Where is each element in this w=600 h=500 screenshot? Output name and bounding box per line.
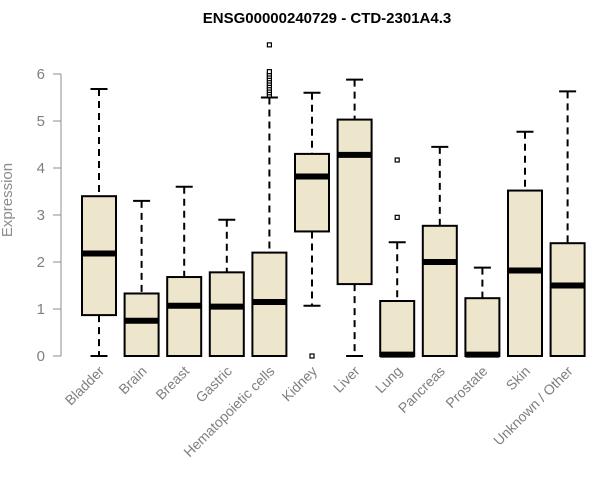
y-axis: 0 1 2 3 4 5 6 — [37, 66, 62, 365]
box-11 — [549, 90, 586, 357]
x-tick-label: Kidney — [279, 363, 321, 405]
y-tick-label: 1 — [37, 301, 45, 318]
x-tick-label: Lung — [372, 363, 405, 396]
box-8 — [421, 145, 458, 357]
outlier-point — [266, 42, 272, 48]
x-tick-label: Liver — [330, 363, 363, 396]
box-body — [294, 152, 330, 233]
y-axis-label: Expression — [0, 163, 16, 237]
box-body — [123, 292, 160, 357]
outlier-point — [394, 214, 400, 220]
x-tick-label: Unknown / Other — [490, 363, 576, 449]
x-tick-label: Skin — [503, 363, 534, 394]
box-body — [336, 118, 373, 286]
box-body — [208, 271, 245, 357]
x-tick-label: Gastric — [192, 363, 235, 406]
outlier-point — [266, 69, 272, 75]
x-tick-label: Prostate — [442, 363, 490, 411]
box-body — [166, 276, 203, 358]
box-body — [464, 297, 501, 358]
y-tick-label: 6 — [37, 66, 45, 83]
box-body — [421, 224, 458, 357]
box-body — [379, 300, 416, 358]
y-tick-label: 3 — [37, 207, 45, 224]
box-4 — [251, 42, 288, 358]
box-5 — [294, 91, 330, 359]
y-tick-label: 5 — [37, 113, 45, 130]
box-9 — [464, 266, 501, 358]
outlier-point — [309, 353, 315, 359]
chart-title: ENSG00000240729 - CTD-2301A4.3 — [203, 10, 451, 27]
box-7 — [379, 157, 416, 358]
y-tick-label: 0 — [37, 348, 45, 365]
box-3 — [208, 218, 245, 357]
x-tick-label: Bladder — [62, 363, 108, 409]
x-tick-label: Pancreas — [395, 363, 448, 416]
box-0 — [81, 88, 117, 357]
box-1 — [123, 199, 160, 357]
y-tick-label: 2 — [37, 254, 45, 271]
box-series — [81, 42, 586, 359]
x-tick-label: Brain — [115, 363, 149, 397]
outlier-point — [394, 157, 400, 163]
y-tick-label: 4 — [37, 160, 45, 177]
box-6 — [336, 78, 373, 357]
x-tick-label: Breast — [152, 363, 192, 403]
box-body — [549, 242, 586, 357]
box-10 — [507, 130, 543, 357]
box-2 — [166, 185, 203, 358]
